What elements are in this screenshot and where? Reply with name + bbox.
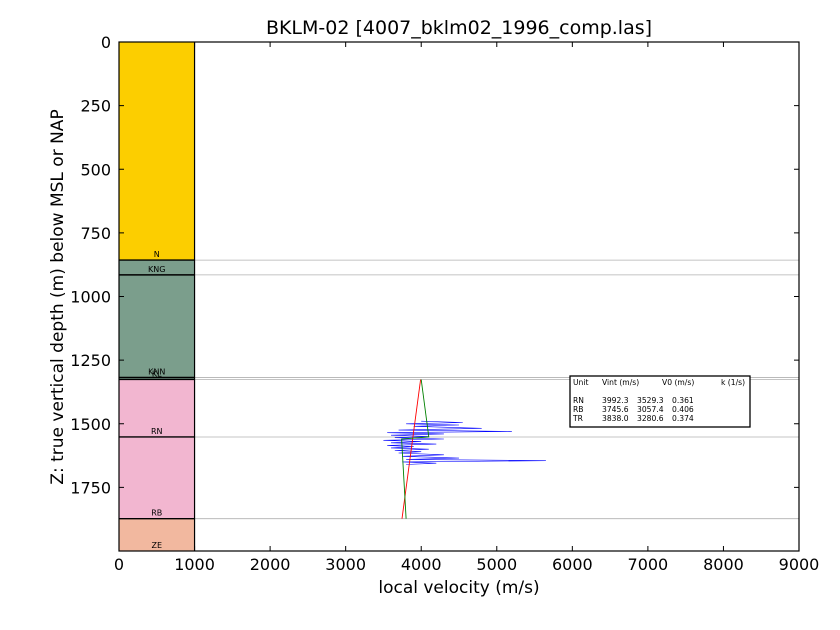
strat-unit-fill: [119, 379, 195, 437]
y-tick-label: 1750: [70, 478, 111, 497]
strat-unit-fill: [119, 436, 195, 519]
annotation-table-header: Vint (m/s): [602, 378, 639, 387]
strat-unit-fill: [119, 260, 195, 275]
velocity-log-series: [383, 420, 546, 465]
annotation-table-cell: 0.406: [672, 405, 694, 414]
y-axis-label: Z: true vertical depth (m) below MSL or …: [48, 109, 68, 484]
strat-unit-label: KNN: [148, 367, 165, 376]
strat-unit-fill: [119, 274, 195, 378]
annotation-table-cell: 0.361: [672, 396, 694, 405]
y-tick-label: 750: [80, 224, 111, 243]
strat-unit-label: KNG: [148, 265, 165, 274]
y-tick-label: 250: [80, 97, 111, 116]
chart-title: BKLM-02 [4007_bklm02_1996_comp.las]: [266, 17, 652, 39]
strat-unit-label: N: [154, 250, 160, 259]
annotation-table-cell: 3529.3: [637, 396, 664, 405]
annotation-table-cell: 3745.6: [602, 405, 629, 414]
annotation-table-cell: 3992.3: [602, 396, 629, 405]
strat-unit-fill: [119, 518, 195, 551]
annotation-table-cell: 0.374: [672, 414, 694, 423]
annotation-table-cell: 3280.6: [637, 414, 664, 423]
strat-unit-fill: [119, 42, 195, 261]
y-tick-label: 500: [80, 160, 111, 179]
y-tick-label: 1500: [70, 415, 111, 434]
strat-unit-label: ZE: [152, 541, 163, 550]
strat-unit-label: RB: [151, 509, 162, 518]
y-tick-label: 0: [101, 33, 111, 52]
y-tick-label: 1250: [70, 351, 111, 370]
ticks-layer: 0 1000 2000 3000 4000 5000 6000 7000 8000 9000 0 25…: [70, 33, 819, 574]
y-tick-label: 1000: [70, 288, 111, 307]
x-tick-label: 3000: [325, 555, 366, 574]
x-tick-label: 1000: [174, 555, 215, 574]
x-tick-label: 0: [114, 555, 124, 574]
x-tick-label: 7000: [628, 555, 669, 574]
annotation-table-cell: TR: [572, 414, 584, 423]
annotation-table-box: [569, 375, 751, 428]
annotation-table-cell: 3057.4: [637, 405, 664, 414]
x-tick-label: 4000: [401, 555, 442, 574]
strat-unit-label: KL: [152, 369, 162, 378]
fit-line-green: [401, 379, 430, 519]
annotation-table-cell: RB: [573, 405, 584, 414]
annotation-table-header: V0 (m/s): [662, 378, 694, 387]
x-tick-label: 6000: [552, 555, 593, 574]
x-tick-label: 9000: [779, 555, 820, 574]
x-tick-label: 2000: [250, 555, 291, 574]
annotation-table-header: Unit: [573, 378, 588, 387]
annotation-table-cell: 3838.0: [602, 414, 629, 423]
plot-frame: [118, 41, 800, 552]
annotation-table: Unit Vint (m/s) V0 (m/s) k (1/s) RN 3992.3 352…: [569, 375, 751, 428]
strat-unit-fill: [119, 377, 195, 380]
x-axis-label: local velocity (m/s): [378, 578, 539, 598]
plot-frame-layer: [118, 41, 800, 552]
annotation-table-header: k (1/s): [721, 378, 745, 387]
x-tick-label: 5000: [476, 555, 517, 574]
x-tick-label: 8000: [703, 555, 744, 574]
series-layer: [383, 379, 546, 519]
strat-unit-label: RN: [151, 427, 163, 436]
annotation-table-cell: RN: [573, 396, 584, 405]
